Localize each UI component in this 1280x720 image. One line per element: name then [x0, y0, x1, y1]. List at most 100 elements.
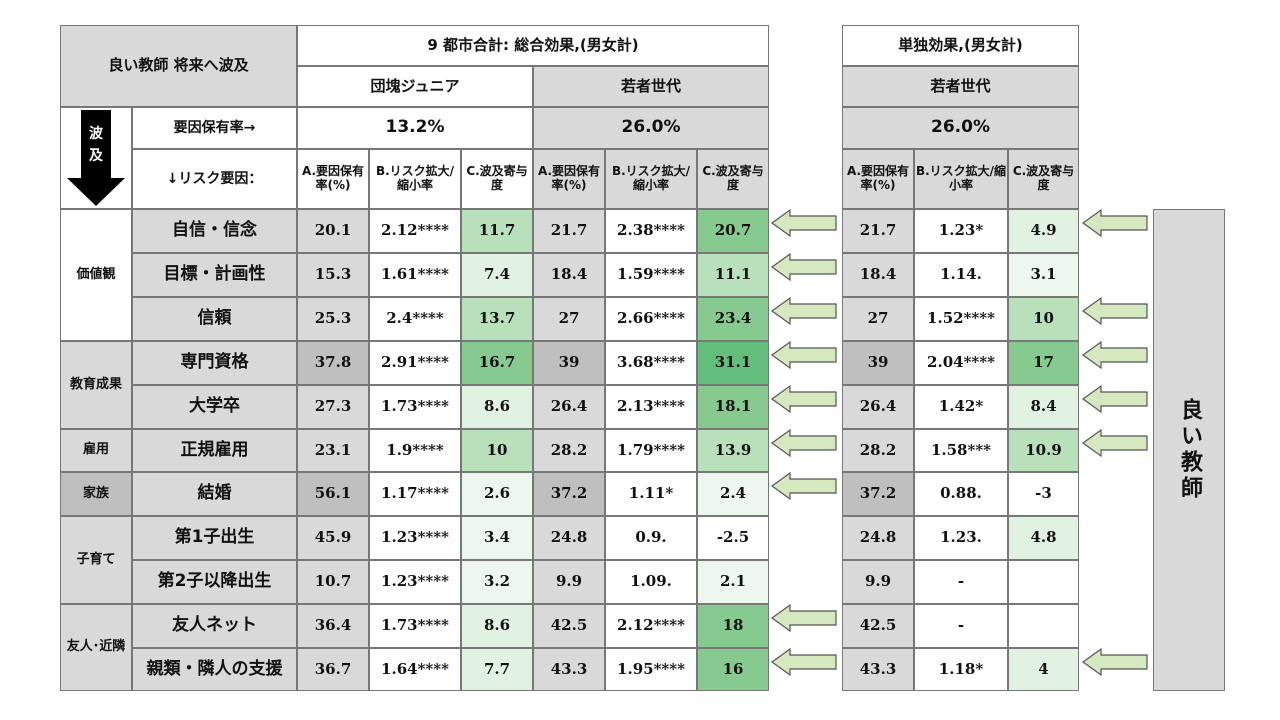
cell-factor-rate: 43.3 — [842, 648, 914, 691]
cell-factor-rate: 43.3 — [533, 648, 605, 691]
cell-contribution: 2.6 — [461, 472, 533, 516]
cell-contribution: -3 — [1008, 472, 1079, 516]
cell-contribution: 4 — [1008, 648, 1079, 691]
left-arrow-icon — [770, 296, 837, 326]
cell-contribution — [1008, 560, 1079, 604]
category-label: 価値観 — [60, 209, 132, 341]
risk-factor-label: 友人ネット — [132, 604, 297, 648]
left-arrow-icon — [1081, 208, 1148, 238]
left-arrow-icon — [1081, 340, 1148, 370]
cell-contribution: 18 — [697, 604, 769, 648]
cell-factor-rate: 24.8 — [842, 516, 914, 560]
cell-risk-ratio: 1.42* — [914, 385, 1008, 429]
cell-risk-ratio: 2.66**** — [605, 297, 697, 341]
col-header-1-0: A.要因保有率(%) — [297, 149, 369, 209]
col-header-1-1: B.リスク拡大/縮小率 — [369, 149, 461, 209]
cell-contribution: 11.7 — [461, 209, 533, 253]
cell-risk-ratio: 1.95**** — [605, 648, 697, 691]
left-arrow-icon — [1081, 428, 1148, 458]
cell-contribution: 16 — [697, 648, 769, 691]
cell-contribution: 20.7 — [697, 209, 769, 253]
hakyu-label-1: 波 — [89, 125, 104, 142]
cell-factor-rate: 20.1 — [297, 209, 369, 253]
cell-risk-ratio: 2.12**** — [605, 604, 697, 648]
cell-contribution: 8.4 — [1008, 385, 1079, 429]
cell-factor-rate: 42.5 — [842, 604, 914, 648]
cell-factor-rate: 45.9 — [297, 516, 369, 560]
sidebar-label: 良い教師 — [1177, 398, 1202, 502]
cell-contribution: 7.7 — [461, 648, 533, 691]
cell-contribution: 10.9 — [1008, 429, 1079, 472]
risk-factor-label: 専門資格 — [132, 341, 297, 385]
cell-factor-rate: 24.8 — [533, 516, 605, 560]
cell-factor-rate: 37.2 — [533, 472, 605, 516]
cell-risk-ratio: 1.23**** — [369, 516, 461, 560]
cell-factor-rate: 37.8 — [297, 341, 369, 385]
cell-risk-ratio: 1.73**** — [369, 385, 461, 429]
group2-title: 単独効果,(男女計) — [842, 25, 1079, 66]
cell-contribution: 11.1 — [697, 253, 769, 297]
category-label: 家族 — [60, 472, 132, 516]
cell-factor-rate: 21.7 — [842, 209, 914, 253]
risk-factor-label: 正規雇用 — [132, 429, 297, 472]
cell-risk-ratio: 1.14. — [914, 253, 1008, 297]
cell-risk-ratio: 1.9**** — [369, 429, 461, 472]
left-arrow-icon — [1081, 296, 1148, 326]
col-header-1-2: C.波及寄与度 — [461, 149, 533, 209]
cell-contribution: 3.2 — [461, 560, 533, 604]
cell-contribution: 3.4 — [461, 516, 533, 560]
cell-factor-rate: 56.1 — [297, 472, 369, 516]
risk-factor-label: 親類・隣人の支援 — [132, 648, 297, 691]
category-label: 友人･近隣 — [60, 604, 132, 691]
col-header-2-1: B.リスク拡大/縮小率 — [605, 149, 697, 209]
cell-contribution: -2.5 — [697, 516, 769, 560]
group1-title: 9 都市合計: 総合効果,(男女計) — [297, 25, 769, 66]
cell-risk-ratio: 1.59**** — [605, 253, 697, 297]
cell-risk-ratio: 1.58*** — [914, 429, 1008, 472]
cell-risk-ratio: 1.17**** — [369, 472, 461, 516]
cell-factor-rate: 28.2 — [533, 429, 605, 472]
factor-rate-label: 要因保有率→ — [132, 107, 297, 149]
risk-factor-label: 結婚 — [132, 472, 297, 516]
cell-factor-rate: 39 — [842, 341, 914, 385]
cell-risk-ratio: 1.23**** — [369, 560, 461, 604]
gen-wakamono-2: 若者世代 — [842, 66, 1079, 107]
category-label: 雇用 — [60, 429, 132, 472]
cell-contribution: 23.4 — [697, 297, 769, 341]
left-arrow-icon — [770, 471, 837, 501]
cell-factor-rate: 23.1 — [297, 429, 369, 472]
col-header-3-1: B.リスク拡大/縮小率 — [914, 149, 1008, 209]
cell-contribution: 18.1 — [697, 385, 769, 429]
cell-factor-rate: 27 — [533, 297, 605, 341]
cell-factor-rate: 18.4 — [842, 253, 914, 297]
cell-factor-rate: 26.4 — [533, 385, 605, 429]
cell-risk-ratio: 2.4**** — [369, 297, 461, 341]
cell-risk-ratio: 2.13**** — [605, 385, 697, 429]
cell-risk-ratio: 1.79**** — [605, 429, 697, 472]
risk-label: ↓リスク要因： — [132, 149, 297, 209]
cell-risk-ratio: - — [914, 604, 1008, 648]
cell-contribution: 3.1 — [1008, 253, 1079, 297]
cell-contribution: 4.8 — [1008, 516, 1079, 560]
gen-dankai: 団塊ジュニア — [297, 66, 533, 107]
left-arrow-icon — [770, 428, 837, 458]
cell-risk-ratio: 1.73**** — [369, 604, 461, 648]
cell-risk-ratio: 1.61**** — [369, 253, 461, 297]
cell-contribution: 10 — [1008, 297, 1079, 341]
cell-risk-ratio: 3.68**** — [605, 341, 697, 385]
cell-contribution: 4.9 — [1008, 209, 1079, 253]
hakyu-label-2: 及 — [89, 148, 104, 164]
cell-risk-ratio: 0.9. — [605, 516, 697, 560]
cell-risk-ratio: 1.23* — [914, 209, 1008, 253]
left-arrow-icon — [770, 340, 837, 370]
cell-risk-ratio: 2.04**** — [914, 341, 1008, 385]
cell-factor-rate: 9.9 — [842, 560, 914, 604]
cell-risk-ratio: 1.09. — [605, 560, 697, 604]
risk-factor-label: 第1子出生 — [132, 516, 297, 560]
cell-factor-rate: 25.3 — [297, 297, 369, 341]
hakyu-arrow-box: 波及 — [60, 107, 132, 209]
cell-contribution: 8.6 — [461, 385, 533, 429]
cell-risk-ratio: 2.38**** — [605, 209, 697, 253]
left-arrow-icon — [1081, 384, 1148, 414]
cell-contribution: 31.1 — [697, 341, 769, 385]
